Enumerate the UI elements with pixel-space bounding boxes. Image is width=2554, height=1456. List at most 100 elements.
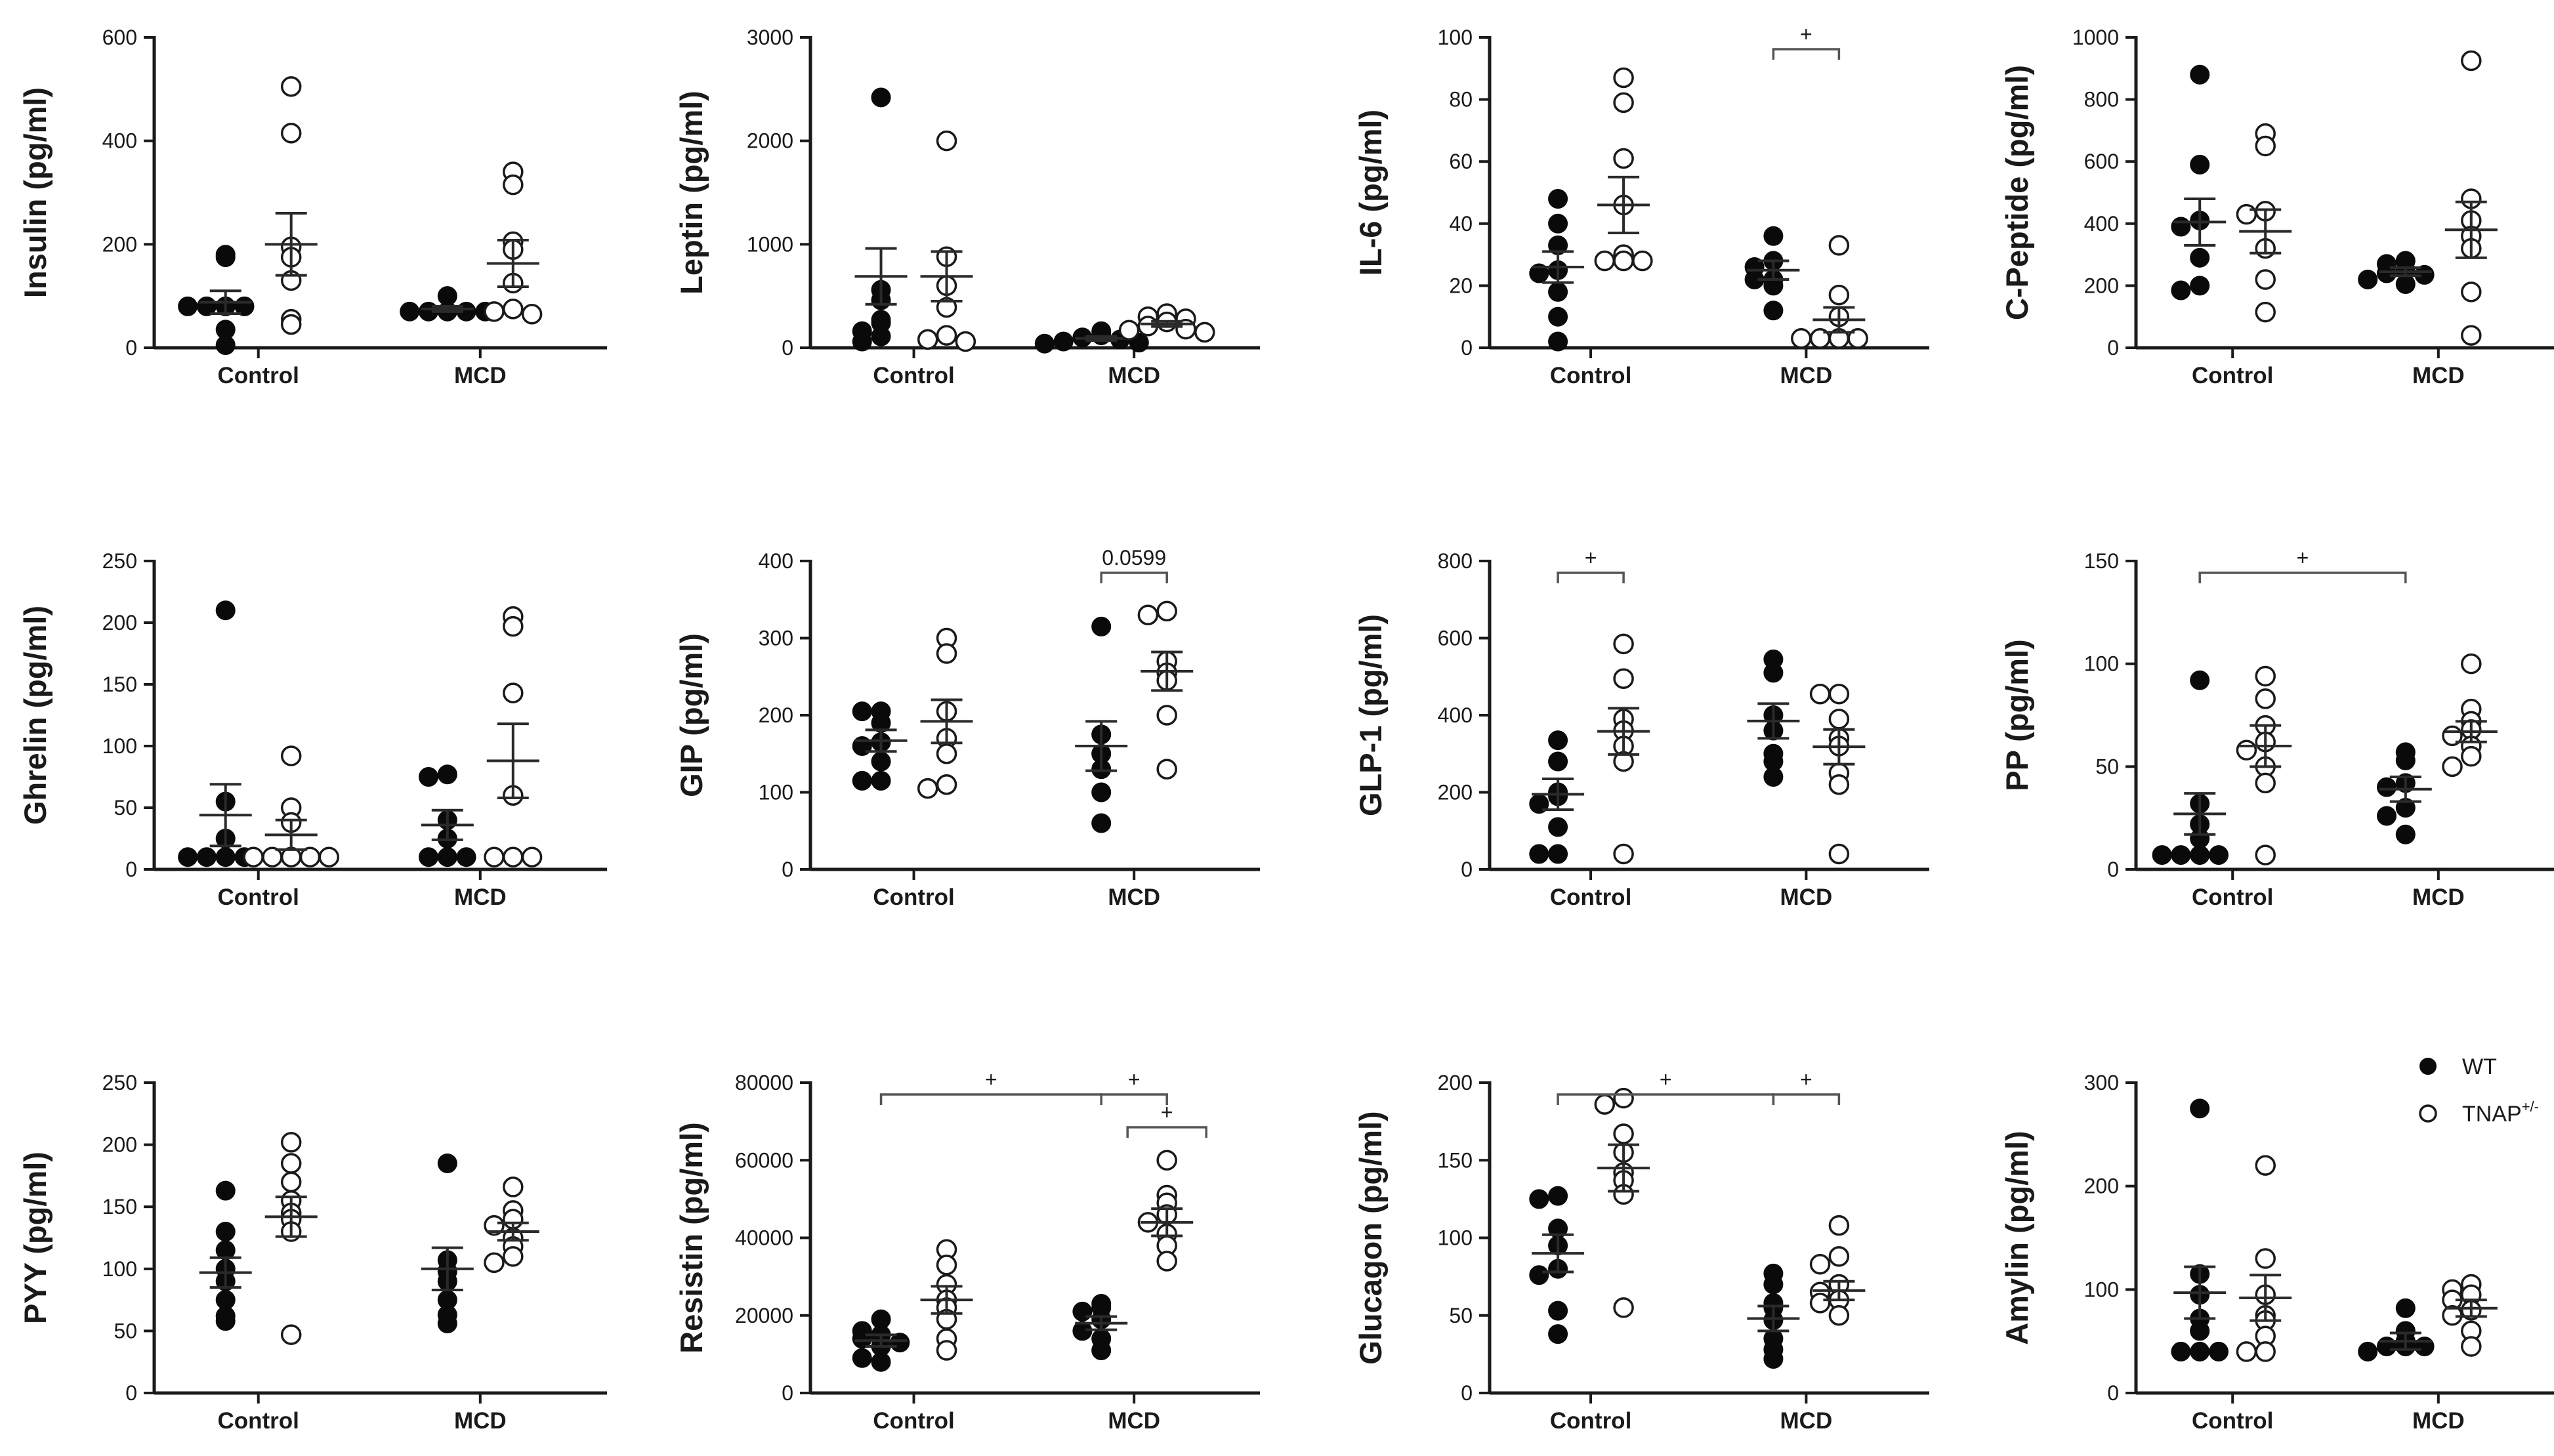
wt-data-point xyxy=(437,764,457,785)
y-axis-title: GIP (pg/ml) xyxy=(674,633,709,797)
y-tick-label: 50 xyxy=(114,1319,137,1342)
wt-data-point xyxy=(2171,1341,2191,1362)
wt-data-point xyxy=(2190,845,2210,865)
y-tick-label: 40 xyxy=(1449,212,1473,236)
y-axis-title: C-Peptide (pg/ml) xyxy=(1999,65,2034,320)
y-tick-label: 600 xyxy=(1438,627,1473,650)
wt-data-point xyxy=(890,1333,910,1353)
y-tick-label: 300 xyxy=(2084,1071,2119,1094)
x-category-label: Control xyxy=(873,884,954,910)
y-tick-label: 50 xyxy=(1449,1304,1473,1327)
y-tick-label: 200 xyxy=(102,611,137,634)
significance-bracket xyxy=(1100,1093,1168,1105)
wt-data-point xyxy=(437,847,457,867)
wt-data-point xyxy=(1091,616,1112,636)
chart-panel-0: 0 200 400 600 Control MCD Insulin (pg/ml) xyxy=(18,26,607,388)
y-tick-label: 100 xyxy=(2084,652,2119,676)
tnap-data-point xyxy=(1828,284,1850,306)
wt-data-point xyxy=(215,1222,236,1242)
wt-data-point xyxy=(215,847,236,867)
tnap-data-point xyxy=(1828,843,1850,865)
wt-data-point xyxy=(1034,333,1055,354)
tnap-data-point xyxy=(521,846,543,867)
y-tick-label: 250 xyxy=(102,549,137,573)
y-tick-label: 1000 xyxy=(2072,26,2119,49)
significance-bracket xyxy=(1557,572,1625,583)
chart-panel-6: 0 200 400 600 800 Control MCD GLP-1 (pg/ml) + xyxy=(1353,546,1929,910)
y-tick-label: 0 xyxy=(2107,1381,2119,1405)
wt-data-point xyxy=(1763,301,1784,321)
legend-tnap-sup: +/- xyxy=(2522,1098,2539,1115)
y-tick-label: 80 xyxy=(1449,88,1473,112)
tnap-data-point xyxy=(1809,1293,1831,1314)
significance-bracket xyxy=(1772,1093,1841,1105)
wt-data-point xyxy=(1529,263,1549,283)
tnap-data-point xyxy=(1828,683,1850,705)
y-tick-label: 60 xyxy=(1449,150,1473,173)
tnap-data-point xyxy=(503,682,524,703)
wt-data-point xyxy=(1548,188,1568,209)
chart-panel-4: 0 50 100 150 200 250 Control MCD Ghrelin (pg/ml) xyxy=(18,549,607,910)
wt-data-point xyxy=(1548,730,1568,751)
wt-data-point xyxy=(419,847,438,867)
significance-bracket xyxy=(1100,572,1168,583)
tnap-data-point xyxy=(280,314,302,335)
wt-data-point xyxy=(1763,767,1784,787)
tnap-data-point xyxy=(503,1176,524,1197)
tnap-data-point xyxy=(280,745,302,766)
x-category-label: Control xyxy=(1550,1408,1631,1434)
tnap-data-point xyxy=(2461,50,2482,72)
wt-data-point xyxy=(1548,1300,1568,1321)
tnap-data-point xyxy=(1632,250,1653,272)
y-tick-label: 0 xyxy=(782,336,793,360)
tnap-data-point xyxy=(1828,1215,1850,1236)
wt-data-point xyxy=(215,245,236,265)
tnap-data-point xyxy=(2461,325,2482,346)
tnap-data-point xyxy=(503,615,524,637)
wt-data-point xyxy=(2190,1341,2210,1362)
y-tick-label: 60000 xyxy=(735,1148,793,1172)
tnap-data-point xyxy=(1613,148,1634,169)
tnap-data-point xyxy=(1594,250,1616,272)
legend: WT TNAP+/- xyxy=(2419,1054,2539,1127)
wt-data-point xyxy=(2395,1298,2416,1318)
wt-data-point xyxy=(196,847,217,867)
wt-data-point xyxy=(1548,844,1568,864)
wt-data-point xyxy=(852,701,872,722)
tnap-data-point xyxy=(955,331,976,352)
x-category-label: MCD xyxy=(1108,884,1160,910)
x-category-label: MCD xyxy=(1780,363,1833,388)
wt-data-point xyxy=(2395,824,2416,844)
significance-label: 0.0599 xyxy=(1102,546,1166,570)
tnap-data-point xyxy=(2255,269,2276,290)
tnap-data-point xyxy=(936,743,957,764)
tnap-data-point xyxy=(2461,745,2482,767)
y-tick-label: 2000 xyxy=(747,129,793,153)
wt-data-point xyxy=(1529,1265,1549,1285)
chart-panel-5: 0 100 200 300 400 Control MCD GIP (pg/ml) 0.0599 xyxy=(674,546,1260,910)
tnap-data-point xyxy=(1613,67,1634,89)
x-category-label: Control xyxy=(217,363,299,388)
tnap-data-point xyxy=(1156,600,1177,622)
y-tick-label: 3000 xyxy=(747,26,793,49)
wt-data-point xyxy=(2358,269,2378,289)
wt-data-point xyxy=(871,87,891,108)
wt-data-point xyxy=(215,1180,236,1201)
x-category-label: Control xyxy=(1550,884,1631,910)
wt-data-point xyxy=(178,296,198,316)
y-tick-label: 300 xyxy=(759,627,793,650)
significance-label: + xyxy=(2297,546,2309,570)
y-axis-title: GLP-1 (pg/ml) xyxy=(1353,614,1388,816)
tnap-data-point xyxy=(318,846,340,867)
tnap-data-point xyxy=(280,1171,302,1193)
wt-data-point xyxy=(178,847,198,867)
y-tick-label: 400 xyxy=(2084,212,2119,236)
tnap-data-point xyxy=(936,1340,957,1361)
wt-data-point xyxy=(1072,1301,1093,1321)
y-tick-label: 800 xyxy=(1438,549,1473,573)
x-category-label: MCD xyxy=(1108,363,1160,388)
wt-data-point xyxy=(419,767,438,787)
tnap-data-point xyxy=(280,76,302,97)
